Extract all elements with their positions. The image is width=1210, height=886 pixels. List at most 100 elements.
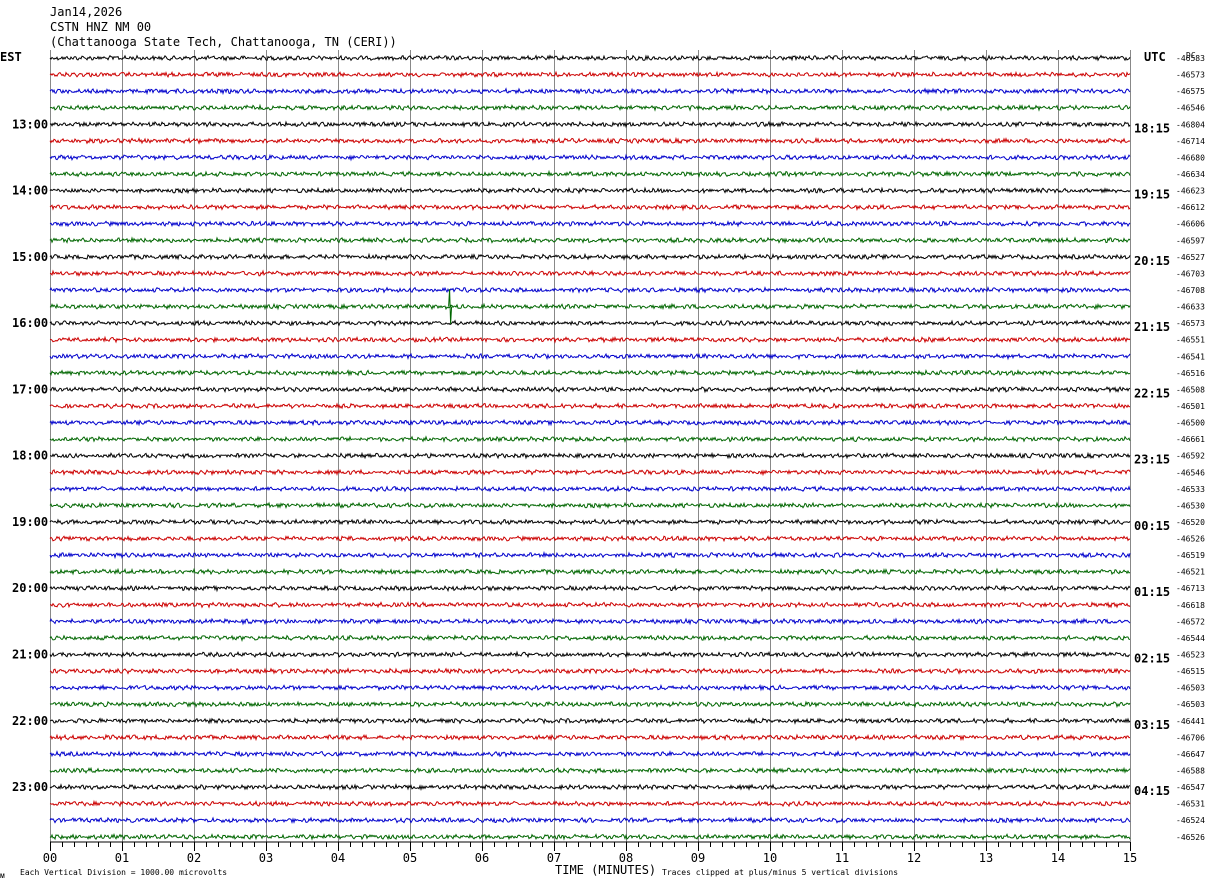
trace-33	[50, 601, 1131, 609]
dc-offset-43: -46588	[1176, 767, 1205, 776]
clip-note: Traces clipped at plus/minus 5 vertical …	[662, 868, 898, 877]
trace-21	[49, 402, 1131, 410]
left-hour-label: 15:00	[12, 250, 48, 264]
trace-25	[49, 468, 1131, 477]
trace-28	[49, 518, 1131, 527]
dc-offset-29: -46526	[1176, 535, 1205, 544]
dc-offset-34: -46572	[1176, 617, 1205, 626]
dc-offset-11: -46597	[1176, 236, 1205, 245]
left-hour-label: 17:00	[12, 382, 48, 396]
trace-37	[49, 667, 1131, 675]
trace-7	[49, 169, 1131, 178]
trace-9	[49, 203, 1131, 212]
dc-offset-20: -46508	[1176, 385, 1205, 394]
header-location: (Chattanooga State Tech, Chattanooga, TN…	[50, 35, 397, 49]
x-tick-label: 07	[547, 851, 561, 865]
header-date: Jan14,2026	[50, 5, 123, 19]
trace-18	[49, 352, 1131, 361]
chart-grid	[50, 50, 1131, 851]
trace-47	[49, 832, 1131, 841]
trace-36	[49, 650, 1131, 659]
x-tick-label: 10	[763, 851, 777, 865]
dc-offset-19: -46516	[1176, 369, 1205, 378]
trace-4	[49, 120, 1131, 129]
dc-offset-10: -46606	[1176, 220, 1205, 229]
dc-label: DC	[1186, 51, 1196, 60]
right-hour-label: 20:15	[1134, 254, 1170, 268]
left-hour-label: 16:00	[12, 316, 48, 330]
x-tick-label: 05	[403, 851, 417, 865]
right-hour-label: 19:15	[1134, 188, 1170, 202]
left-hour-label: 13:00	[12, 117, 48, 131]
trace-3	[49, 103, 1131, 112]
trace-41	[49, 733, 1130, 742]
right-hour-label: 01:15	[1134, 585, 1170, 599]
right-zone-label: UTC	[1144, 50, 1166, 64]
trace-14	[49, 285, 1131, 295]
trace-32	[49, 584, 1131, 593]
left-hour-label: 19:00	[12, 515, 48, 529]
trace-31	[49, 567, 1131, 576]
trace-22	[49, 418, 1131, 427]
right-hour-label: 21:15	[1134, 320, 1170, 334]
right-hour-label: 04:15	[1134, 784, 1170, 798]
left-hour-label: 23:00	[12, 780, 48, 794]
dc-offset-30: -46519	[1176, 551, 1205, 560]
right-hour-label: 22:15	[1134, 386, 1170, 400]
trace-2	[49, 87, 1131, 96]
trace-19	[49, 368, 1131, 377]
dc-offset-3: -46546	[1176, 104, 1205, 113]
dc-offset-2: -46575	[1176, 87, 1205, 96]
dc-offset-41: -46706	[1176, 733, 1205, 742]
x-axis-title: TIME (MINUTES)	[555, 863, 656, 877]
left-zone-label: EST	[0, 50, 22, 64]
trace-1	[49, 70, 1131, 79]
dc-offset-23: -46661	[1176, 435, 1205, 444]
dc-offset-0: -46583	[1176, 54, 1205, 63]
right-hour-label: 02:15	[1134, 652, 1170, 666]
right-hour-label: 23:15	[1134, 453, 1170, 467]
trace-42	[49, 750, 1131, 758]
trace-20	[49, 385, 1131, 394]
trace-29	[49, 534, 1131, 543]
x-tick-label: 06	[475, 851, 489, 865]
trace-46	[49, 816, 1131, 825]
dc-offset-45: -46531	[1176, 800, 1205, 809]
right-hour-label: 18:15	[1134, 121, 1170, 135]
trace-39	[49, 700, 1131, 709]
dc-offset-8: -46623	[1176, 187, 1205, 196]
trace-8	[49, 186, 1131, 195]
dc-offset-16: -46573	[1176, 319, 1205, 328]
dc-offset-5: -46714	[1176, 137, 1205, 146]
dc-offset-40: -46441	[1176, 717, 1205, 726]
trace-44	[49, 783, 1131, 792]
x-tick-label: 08	[619, 851, 633, 865]
x-tick-label: 02	[187, 851, 201, 865]
trace-0	[49, 54, 1131, 62]
left-hour-label: 18:00	[12, 449, 48, 463]
dc-offset-1: -46573	[1176, 71, 1205, 80]
trace-6	[49, 153, 1131, 162]
trace-12	[49, 252, 1131, 261]
trace-45	[49, 799, 1131, 808]
trace-11	[49, 236, 1131, 244]
trace-43	[49, 766, 1131, 775]
trace-15	[49, 302, 1131, 311]
dc-offset-7: -46634	[1176, 170, 1205, 179]
left-hour-label: 21:00	[12, 648, 48, 662]
trace-13	[49, 269, 1131, 278]
x-tick-label: 03	[259, 851, 273, 865]
x-tick-label: 01	[115, 851, 129, 865]
chart-labels: 00 01 02 03 04 05 06 07 08 09 10 11 12 13 14 15 -46583 -4…	[12, 54, 1205, 865]
dc-offset-36: -46523	[1176, 651, 1205, 660]
x-tick-label: 12	[907, 851, 921, 865]
seismic-traces	[49, 54, 1131, 841]
dc-offset-14: -46708	[1176, 286, 1205, 295]
trace-30	[49, 550, 1131, 560]
dc-offset-9: -46612	[1176, 203, 1205, 212]
dc-offset-17: -46551	[1176, 336, 1205, 345]
trace-27	[49, 501, 1131, 510]
event-spike-0	[448, 289, 453, 324]
x-tick-label: 11	[835, 851, 849, 865]
